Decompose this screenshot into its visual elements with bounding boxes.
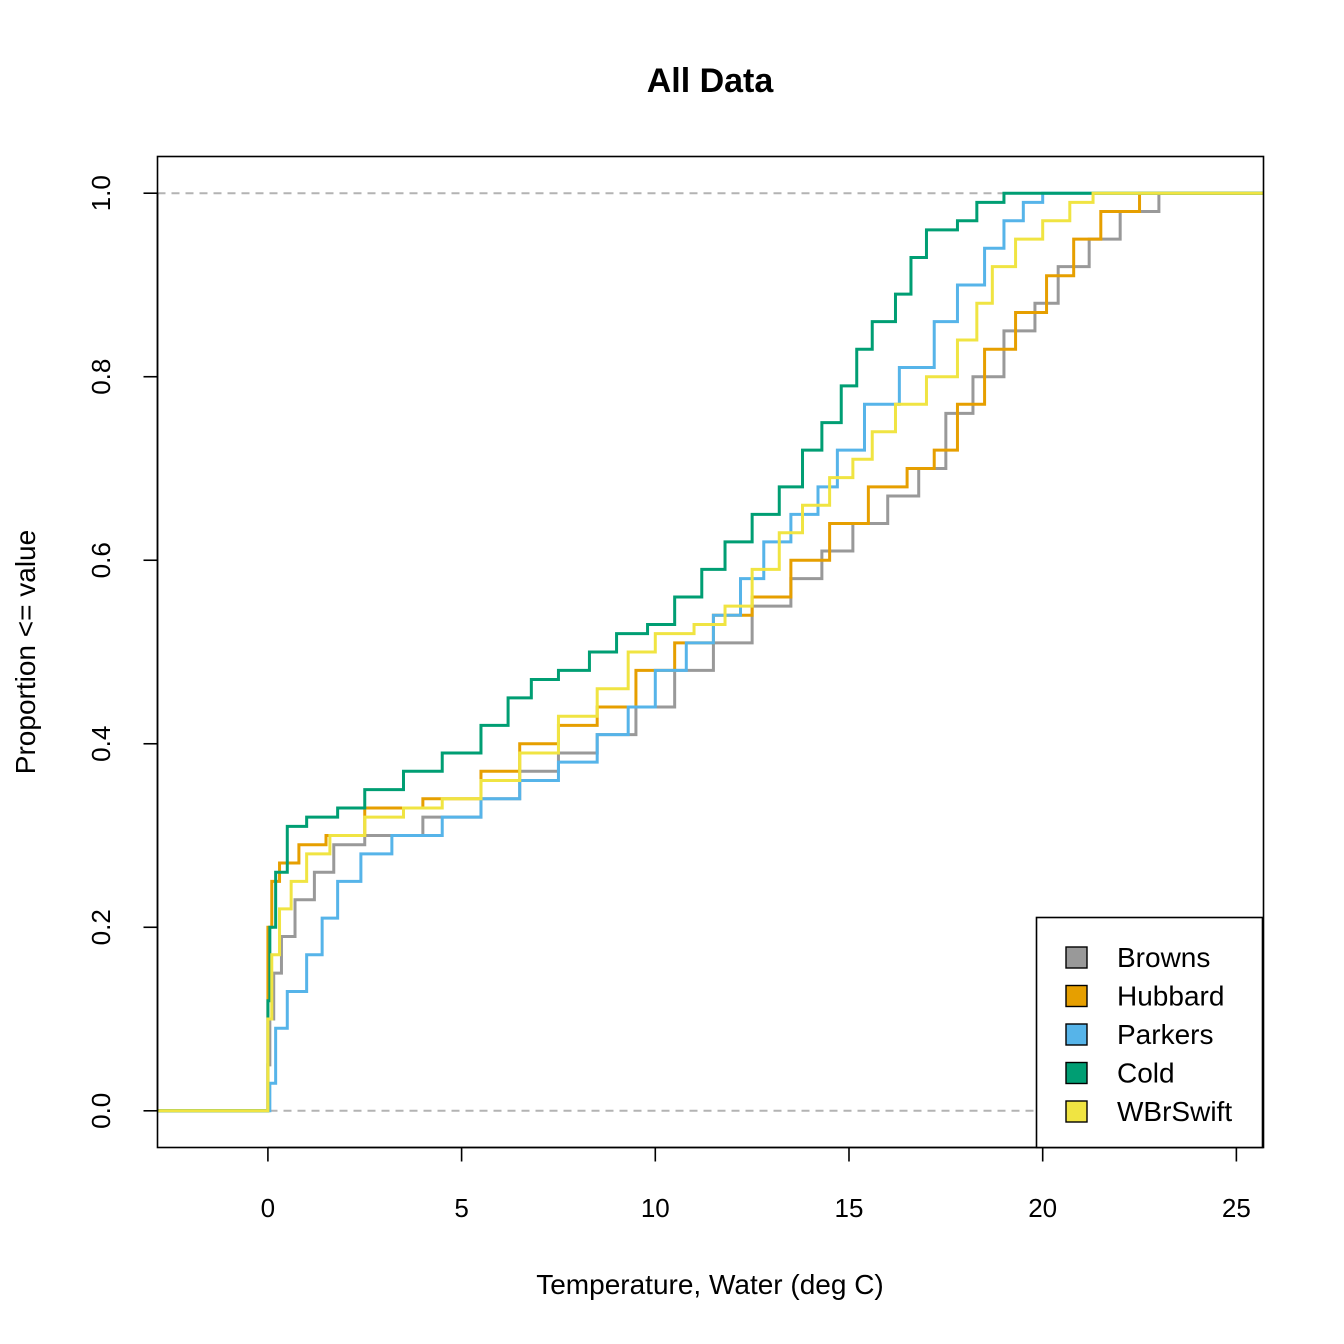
legend-label-browns: Browns <box>1117 942 1210 973</box>
x-tick-label-1: 5 <box>454 1193 468 1223</box>
legend-swatch-browns <box>1065 946 1088 969</box>
legend-label-parkers: Parkers <box>1117 1019 1213 1050</box>
x-tick-label-5: 25 <box>1222 1193 1251 1223</box>
x-axis-label: Temperature, Water (deg C) <box>536 1269 884 1300</box>
x-tick-label-2: 10 <box>641 1193 670 1223</box>
series-line-browns <box>157 191 1264 1113</box>
y-axis: 0.0 0.2 0.4 0.6 0.8 1.0 <box>86 175 159 1129</box>
legend-label-wbrswift: WBrSwift <box>1117 1096 1232 1127</box>
y-tick-label-5: 1.0 <box>86 175 116 211</box>
y-tick-label-1: 0.2 <box>86 909 116 945</box>
legend: Browns Hubbard Parkers Cold WBrSwift <box>1035 916 1264 1149</box>
legend-label-hubbard: Hubbard <box>1117 981 1224 1012</box>
series-line-cold <box>157 191 1264 1113</box>
legend-label-cold: Cold <box>1117 1058 1175 1089</box>
y-tick-label-0: 0.0 <box>86 1093 116 1129</box>
x-tick-label-0: 0 <box>261 1193 275 1223</box>
x-tick-label-4: 20 <box>1028 1193 1057 1223</box>
x-tick-label-3: 15 <box>835 1193 864 1223</box>
legend-swatch-cold <box>1065 1061 1088 1085</box>
y-axis-label: Proportion <= value <box>10 530 41 774</box>
chart-title: All Data <box>647 62 775 100</box>
series-line-parkers <box>157 191 1264 1113</box>
y-tick-label-3: 0.6 <box>86 542 116 578</box>
y-tick-label-2: 0.4 <box>86 726 116 762</box>
series-line-wbrswift <box>157 191 1264 1113</box>
y-tick-label-4: 0.8 <box>86 359 116 395</box>
legend-swatch-wbrswift <box>1065 1100 1088 1123</box>
legend-swatch-parkers <box>1065 1023 1088 1046</box>
plot-area <box>157 191 1264 1113</box>
legend-swatch-hubbard <box>1065 984 1088 1008</box>
x-axis: 0 5 10 15 20 25 <box>261 1146 1251 1223</box>
